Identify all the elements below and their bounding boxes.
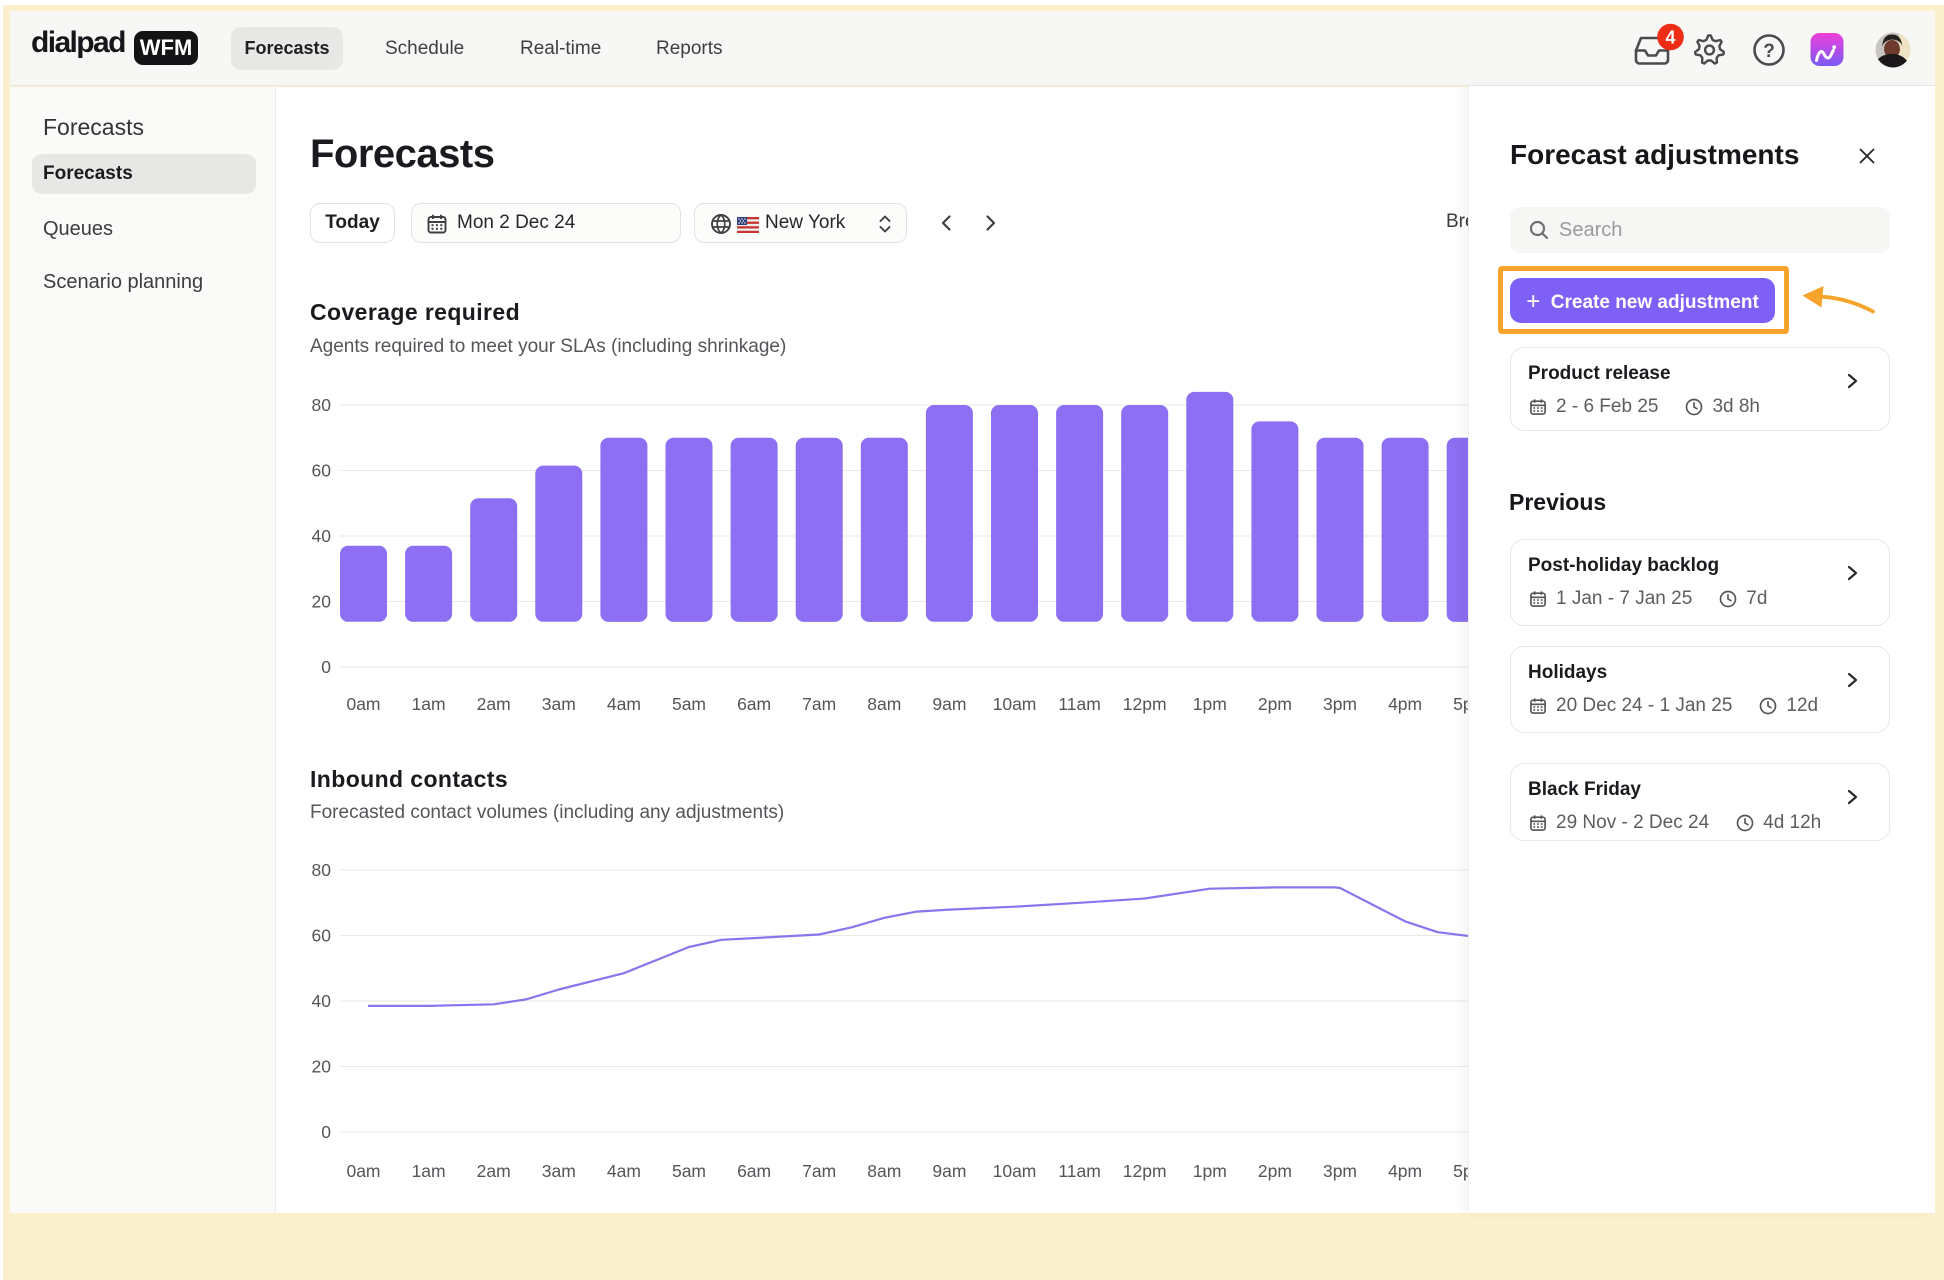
- svg-text:6am: 6am: [737, 1161, 771, 1181]
- svg-text:7am: 7am: [802, 1161, 836, 1181]
- svg-text:3pm: 3pm: [1323, 694, 1357, 714]
- svg-text:2pm: 2pm: [1258, 694, 1292, 714]
- svg-text:0: 0: [321, 1122, 331, 1142]
- svg-text:4am: 4am: [607, 694, 641, 714]
- svg-text:10am: 10am: [993, 1161, 1037, 1181]
- svg-text:1am: 1am: [412, 1161, 446, 1181]
- svg-text:8am: 8am: [867, 1161, 901, 1181]
- svg-text:20: 20: [312, 592, 332, 612]
- svg-text:20: 20: [312, 1057, 332, 1077]
- svg-text:80: 80: [312, 395, 332, 415]
- svg-text:0: 0: [321, 657, 331, 677]
- svg-text:11am: 11am: [1058, 1161, 1100, 1181]
- svg-text:60: 60: [312, 461, 332, 481]
- svg-text:4: 4: [1665, 28, 1675, 48]
- svg-text:2pm: 2pm: [1258, 1161, 1292, 1181]
- svg-text:?: ?: [1763, 41, 1775, 62]
- svg-text:1pm: 1pm: [1193, 1161, 1227, 1181]
- svg-text:10am: 10am: [993, 694, 1037, 714]
- svg-text:4pm: 4pm: [1388, 1161, 1422, 1181]
- svg-text:0am: 0am: [346, 1161, 380, 1181]
- svg-text:5am: 5am: [672, 1161, 706, 1181]
- svg-text:1am: 1am: [412, 694, 446, 714]
- svg-text:60: 60: [312, 926, 332, 946]
- svg-text:4am: 4am: [607, 1161, 641, 1181]
- svg-text:12pm: 12pm: [1123, 694, 1167, 714]
- svg-text:4pm: 4pm: [1388, 694, 1422, 714]
- svg-text:6am: 6am: [737, 694, 771, 714]
- svg-text:7am: 7am: [802, 694, 836, 714]
- svg-text:2am: 2am: [477, 694, 511, 714]
- svg-text:80: 80: [312, 860, 332, 880]
- svg-text:11am: 11am: [1058, 694, 1100, 714]
- svg-text:2am: 2am: [477, 1161, 511, 1181]
- svg-text:9am: 9am: [932, 694, 966, 714]
- svg-text:9am: 9am: [932, 1161, 966, 1181]
- svg-text:8am: 8am: [867, 694, 901, 714]
- svg-text:3am: 3am: [542, 1161, 576, 1181]
- svg-text:5am: 5am: [672, 694, 706, 714]
- svg-text:0am: 0am: [346, 694, 380, 714]
- svg-text:3am: 3am: [542, 694, 576, 714]
- svg-text:40: 40: [312, 991, 332, 1011]
- svg-text:12pm: 12pm: [1123, 1161, 1167, 1181]
- svg-text:3pm: 3pm: [1323, 1161, 1357, 1181]
- svg-text:40: 40: [312, 526, 332, 546]
- svg-text:1pm: 1pm: [1193, 694, 1227, 714]
